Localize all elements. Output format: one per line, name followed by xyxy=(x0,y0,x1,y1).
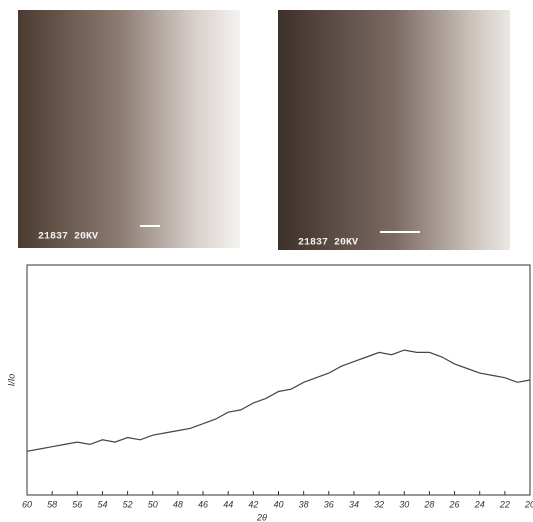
x-tick-label: 28 xyxy=(423,499,434,509)
x-tick-label: 60 xyxy=(22,499,32,509)
x-tick-label: 42 xyxy=(248,499,258,509)
x-tick-label: 46 xyxy=(198,499,208,509)
x-tick-label: 50 xyxy=(148,499,158,509)
x-tick-label: 48 xyxy=(173,499,183,509)
micrograph-label: 21837 20KV xyxy=(38,232,98,243)
micrograph-left xyxy=(18,10,240,248)
x-tick-label: 22 xyxy=(499,499,510,509)
x-tick-label: 36 xyxy=(324,499,334,509)
x-tick-label: 52 xyxy=(123,499,133,509)
x-tick-label: 30 xyxy=(399,499,409,509)
x-tick-label: 54 xyxy=(97,499,107,509)
x-tick-label: 34 xyxy=(349,499,359,509)
plot-frame xyxy=(26,264,531,496)
x-tick-label: 38 xyxy=(299,499,309,509)
x-tick-label: 40 xyxy=(273,499,283,509)
x-tick-label: 44 xyxy=(223,499,233,509)
x-tick-label: 32 xyxy=(374,499,384,509)
x-axis-label: 2θ xyxy=(256,512,267,522)
x-tick-label: 58 xyxy=(47,499,57,509)
x-tick-label: 26 xyxy=(449,499,460,509)
micrograph-label: 21837 20KV xyxy=(298,238,358,249)
y-axis-label: I/Io xyxy=(6,374,16,387)
x-tick-label: 56 xyxy=(72,499,82,509)
x-tick-label: 24 xyxy=(474,499,485,509)
micrograph-right xyxy=(278,10,510,250)
data-line xyxy=(26,349,531,452)
x-tick-label: 20 xyxy=(524,499,533,509)
